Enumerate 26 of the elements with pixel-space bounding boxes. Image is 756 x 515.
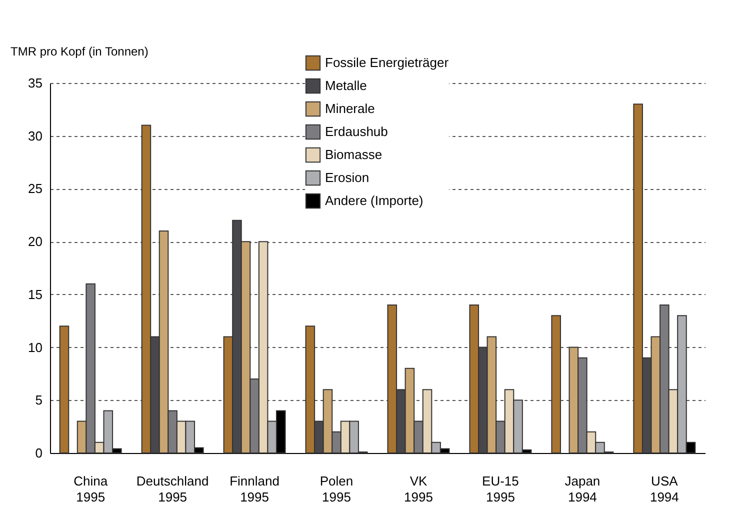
legend-label: Andere (Importe) [325,193,424,208]
legend-label: Erdaushub [325,124,388,139]
x-tick-label: Finnland 1995 [230,474,280,504]
x-tick-label: VK 1995 [404,474,433,504]
x-tick-label: Deutschland 1995 [136,474,209,504]
bar [551,315,561,454]
legend-label: Fossile Energieträger [325,55,450,70]
x-tick-label: EU-15 1995 [482,474,519,504]
y-tick-label: 0 [35,446,42,460]
bar [59,326,70,454]
y-tick-label: 5 [35,392,42,408]
y-tick-label: 15 [28,286,42,302]
y-tick-label: 30 [28,128,42,144]
y-tick-label: 35 [28,76,42,90]
y-axis-title: TMR pro Kopf (in Tonnen) [10,44,148,58]
legend-label: Erosion [325,170,370,185]
legend-label: Metalle [325,78,367,93]
x-tick-label: Japan 1994 [564,474,600,504]
y-tick-label: 10 [28,340,42,355]
legend-label: Biomasse [325,147,382,162]
x-tick-label: Polen 1995 [320,474,354,504]
y-tick-label: 25 [28,181,42,196]
y-tick-label: 20 [28,234,42,250]
x-tick-label: USA 1994 [650,474,679,504]
legend-label: Minerale [325,101,375,116]
x-tick-label: China 1995 [74,474,108,504]
